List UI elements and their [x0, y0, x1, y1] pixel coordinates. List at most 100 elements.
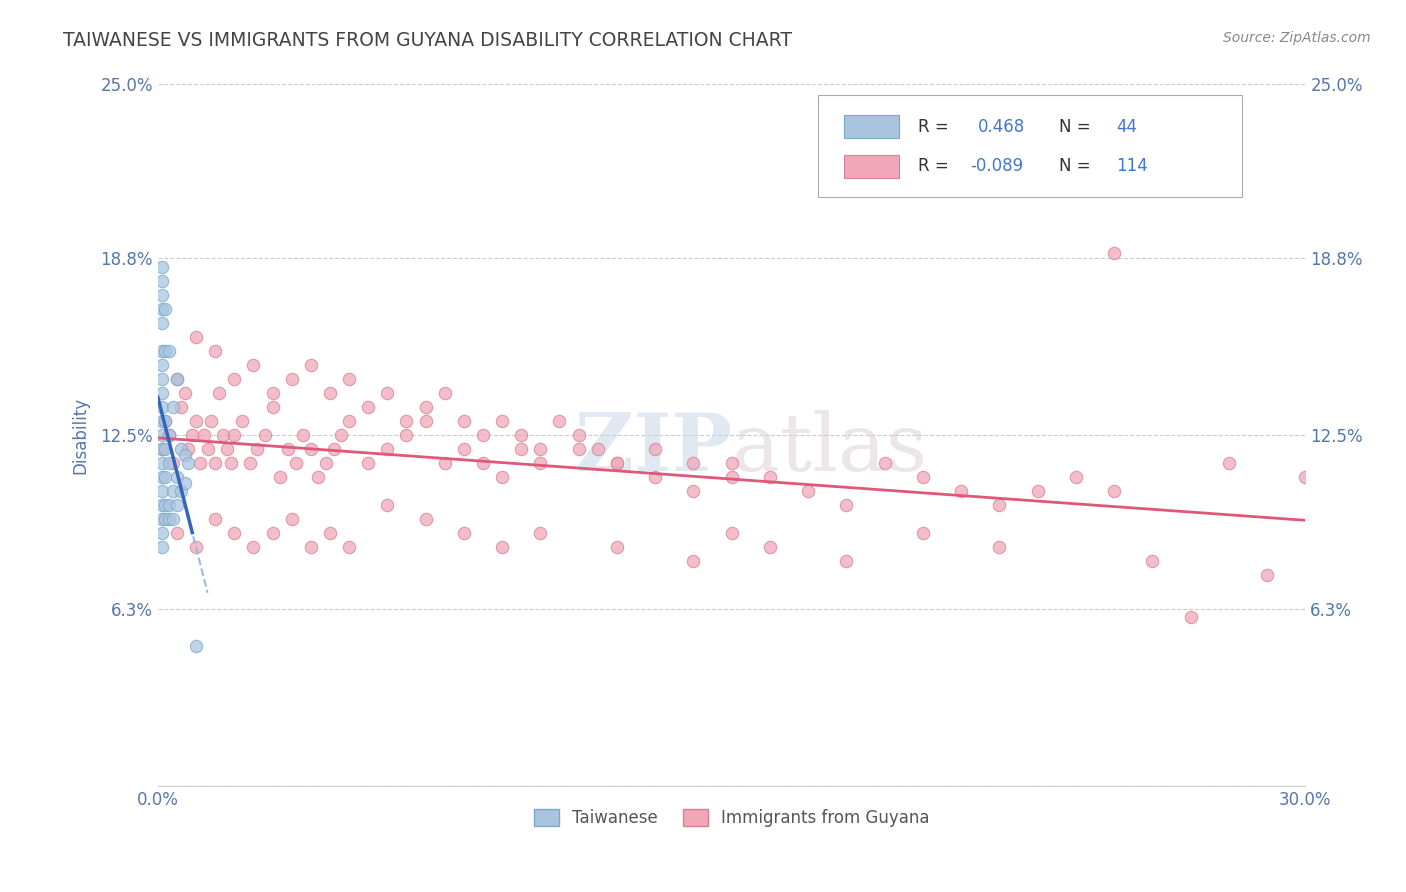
- Point: [155, 512, 177, 526]
- Point: [155, 414, 177, 428]
- Point: [720, 526, 742, 541]
- Point: [510, 428, 533, 442]
- Point: [299, 541, 322, 555]
- Point: [173, 386, 195, 401]
- Point: [150, 316, 173, 330]
- Point: [150, 526, 173, 541]
- Point: [682, 484, 704, 499]
- Point: [1180, 610, 1202, 624]
- Bar: [844, 115, 900, 137]
- Point: [472, 428, 495, 442]
- Point: [337, 541, 360, 555]
- Point: [330, 428, 353, 442]
- Point: [150, 260, 173, 274]
- Point: [150, 512, 173, 526]
- Point: [162, 512, 184, 526]
- Point: [224, 372, 246, 386]
- Point: [150, 470, 173, 484]
- Point: [720, 456, 742, 470]
- Point: [184, 414, 207, 428]
- Point: [150, 442, 173, 457]
- Point: [162, 456, 184, 470]
- Point: [150, 288, 173, 302]
- Point: [184, 330, 207, 344]
- Point: [150, 386, 173, 401]
- Point: [1256, 568, 1278, 582]
- Point: [193, 428, 215, 442]
- Point: [415, 400, 437, 414]
- Point: [606, 541, 628, 555]
- Point: [453, 414, 475, 428]
- Point: [197, 442, 219, 457]
- Point: [529, 442, 551, 457]
- Point: [682, 554, 704, 568]
- Point: [215, 442, 238, 457]
- Point: [280, 372, 302, 386]
- Point: [950, 484, 973, 499]
- Point: [292, 428, 315, 442]
- Point: [150, 372, 173, 386]
- Point: [200, 414, 222, 428]
- Point: [606, 456, 628, 470]
- Point: [204, 456, 226, 470]
- Point: [170, 442, 193, 457]
- Point: [150, 484, 173, 499]
- Point: [911, 470, 934, 484]
- Point: [1102, 484, 1125, 499]
- Point: [357, 400, 380, 414]
- Point: [269, 470, 291, 484]
- Point: [253, 428, 276, 442]
- Point: [150, 358, 173, 372]
- Point: [181, 428, 204, 442]
- Point: [284, 456, 307, 470]
- Point: [759, 470, 782, 484]
- Point: [280, 512, 302, 526]
- Point: [1294, 470, 1316, 484]
- Point: [375, 386, 398, 401]
- Text: TAIWANESE VS IMMIGRANTS FROM GUYANA DISABILITY CORRELATION CHART: TAIWANESE VS IMMIGRANTS FROM GUYANA DISA…: [63, 31, 792, 50]
- Point: [491, 470, 513, 484]
- Point: [395, 428, 418, 442]
- Point: [548, 414, 571, 428]
- Point: [472, 456, 495, 470]
- Point: [157, 428, 180, 442]
- Point: [184, 541, 207, 555]
- Point: [375, 498, 398, 512]
- Point: [212, 428, 235, 442]
- Point: [873, 456, 896, 470]
- Point: [177, 442, 200, 457]
- Point: [166, 526, 188, 541]
- Point: [988, 498, 1011, 512]
- Point: [150, 442, 173, 457]
- Point: [177, 456, 200, 470]
- Point: [644, 442, 666, 457]
- Text: R =: R =: [918, 158, 953, 176]
- Text: -0.089: -0.089: [970, 158, 1024, 176]
- Point: [491, 414, 513, 428]
- Point: [155, 442, 177, 457]
- Point: [188, 456, 211, 470]
- Point: [150, 498, 173, 512]
- Point: [299, 442, 322, 457]
- Point: [586, 442, 609, 457]
- Point: [204, 343, 226, 358]
- Point: [150, 541, 173, 555]
- Point: [173, 448, 195, 462]
- Point: [835, 554, 858, 568]
- Point: [453, 526, 475, 541]
- Point: [1218, 456, 1240, 470]
- Point: [157, 428, 180, 442]
- Point: [415, 512, 437, 526]
- Point: [242, 358, 264, 372]
- Point: [150, 428, 173, 442]
- Point: [797, 484, 820, 499]
- Point: [166, 372, 188, 386]
- Point: [606, 456, 628, 470]
- Point: [644, 470, 666, 484]
- Point: [262, 386, 284, 401]
- Point: [720, 470, 742, 484]
- Point: [277, 442, 299, 457]
- Point: [157, 498, 180, 512]
- Point: [166, 470, 188, 484]
- Point: [433, 386, 456, 401]
